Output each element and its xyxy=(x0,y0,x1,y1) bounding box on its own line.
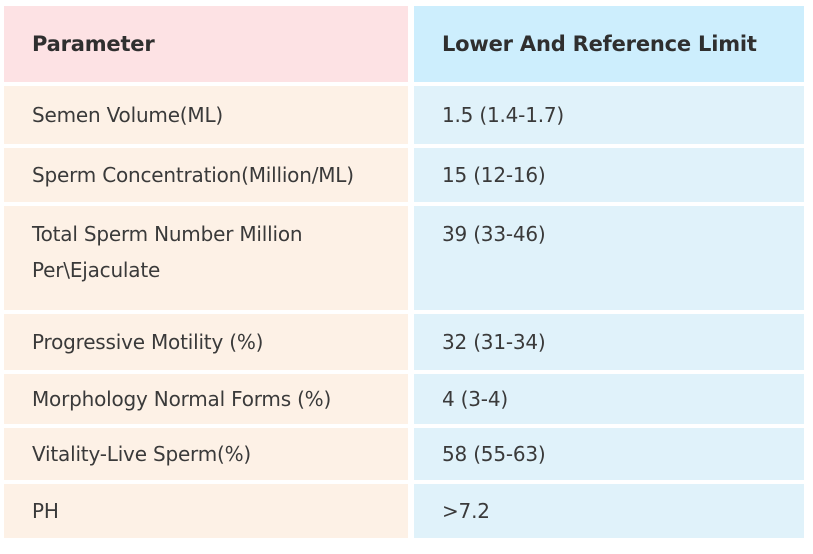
limit-cell: 4 (3-4) xyxy=(414,374,804,424)
parameter-cell: Morphology Normal Forms (%) xyxy=(4,374,408,424)
table-row: PH >7.2 xyxy=(4,484,804,538)
header-reference-limit: Lower And Reference Limit xyxy=(414,6,804,82)
limit-cell: 32 (31-34) xyxy=(414,314,804,370)
table-header-row: Parameter Lower And Reference Limit xyxy=(4,6,804,82)
parameter-cell: PH xyxy=(4,484,408,538)
reference-table: Parameter Lower And Reference Limit Seme… xyxy=(4,6,804,542)
parameter-cell: Progressive Motility (%) xyxy=(4,314,408,370)
parameter-cell: Total Sperm Number Million Per\Ejaculate xyxy=(4,206,408,310)
header-parameter: Parameter xyxy=(4,6,408,82)
table-row: Total Sperm Number Million Per\Ejaculate… xyxy=(4,206,804,310)
parameter-cell: Vitality-Live Sperm(%) xyxy=(4,428,408,480)
table-row: Morphology Normal Forms (%) 4 (3-4) xyxy=(4,374,804,424)
limit-cell: 1.5 (1.4-1.7) xyxy=(414,86,804,144)
table-row: Vitality-Live Sperm(%) 58 (55-63) xyxy=(4,428,804,480)
table-row: Sperm Concentration(Million/ML) 15 (12-1… xyxy=(4,148,804,202)
parameter-cell: Sperm Concentration(Million/ML) xyxy=(4,148,408,202)
limit-cell: >7.2 xyxy=(414,484,804,538)
limit-cell: 39 (33-46) xyxy=(414,206,804,310)
limit-cell: 58 (55-63) xyxy=(414,428,804,480)
limit-cell: 15 (12-16) xyxy=(414,148,804,202)
parameter-cell: Semen Volume(ML) xyxy=(4,86,408,144)
table-row: Progressive Motility (%) 32 (31-34) xyxy=(4,314,804,370)
table-row: Semen Volume(ML) 1.5 (1.4-1.7) xyxy=(4,86,804,144)
